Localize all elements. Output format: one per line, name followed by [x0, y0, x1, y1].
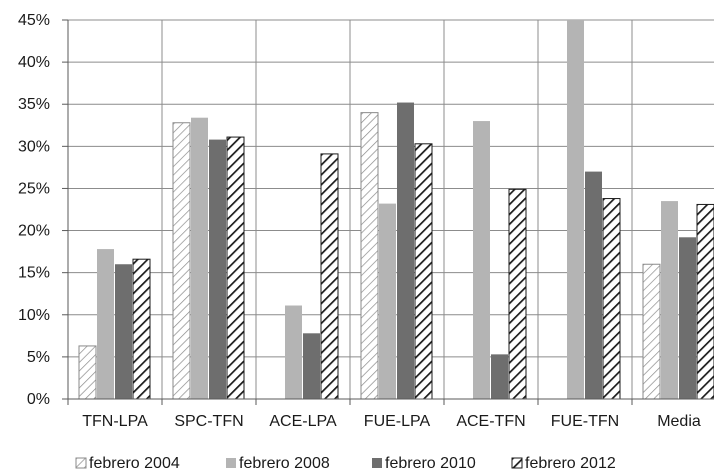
- y-tick-label: 10%: [18, 307, 50, 324]
- bar: [642, 263, 661, 400]
- bar: [491, 354, 508, 399]
- y-tick-label: 35%: [18, 96, 50, 113]
- x-tick-labels: TFN-LPA SPC-TFN ACE-LPA FUE-LPA ACE-TFN FUE-T…: [82, 413, 701, 430]
- y-tick-labels: 0% 5% 10% 15% 20% 25% 30% 35% 40% 45%: [18, 12, 50, 408]
- legend-swatch: [372, 458, 382, 468]
- bar: [132, 258, 151, 400]
- bar: [508, 188, 527, 400]
- bar: [414, 143, 433, 400]
- bar: [172, 122, 191, 400]
- x-tick-label: ACE-LPA: [269, 413, 337, 430]
- legend: febrero 2004 febrero 2008 febrero 2010 febr…: [75, 455, 616, 472]
- legend-label: febrero 2008: [239, 455, 330, 472]
- y-tick-label: 25%: [18, 180, 50, 197]
- bar: [696, 203, 714, 400]
- y-tick-label: 0%: [27, 391, 50, 408]
- legend-item: febrero 2010: [372, 455, 476, 472]
- bar: [97, 249, 114, 399]
- y-tick-label: 15%: [18, 265, 50, 282]
- bar: [285, 305, 302, 399]
- x-tick-label: ACE-TFN: [456, 413, 525, 430]
- legend-item: febrero 2012: [511, 455, 616, 472]
- bar: [585, 171, 602, 399]
- bar: [360, 112, 379, 400]
- legend-label: febrero 2004: [89, 455, 180, 472]
- bar: [320, 153, 339, 400]
- bar: [191, 117, 208, 399]
- x-tick-label: SPC-TFN: [174, 413, 243, 430]
- legend-label: febrero 2012: [525, 455, 616, 472]
- bar: [473, 121, 490, 400]
- bar: [397, 102, 414, 399]
- x-tick-label: Media: [657, 413, 701, 430]
- legend-item: febrero 2008: [226, 455, 330, 472]
- bar: [379, 203, 396, 399]
- axes: [62, 19, 714, 405]
- legend-swatch: [511, 457, 523, 469]
- y-tick-label: 40%: [18, 54, 50, 71]
- bar: [209, 139, 226, 399]
- bar: [226, 136, 245, 400]
- bar: [115, 264, 132, 399]
- legend-swatch: [226, 458, 236, 468]
- bar: [602, 198, 621, 400]
- x-tick-label: FUE-LPA: [364, 413, 431, 430]
- y-tick-label: 45%: [18, 12, 50, 29]
- legend-label: febrero 2010: [385, 455, 476, 472]
- y-tick-label: 20%: [18, 223, 50, 240]
- x-tick-label: TFN-LPA: [82, 413, 148, 430]
- bars: [78, 20, 714, 400]
- x-tick-label: FUE-TFN: [551, 413, 619, 430]
- legend-item: febrero 2004: [75, 455, 180, 472]
- legend-swatch: [75, 457, 87, 469]
- bar: [679, 237, 696, 399]
- y-tick-label: 30%: [18, 138, 50, 155]
- y-tick-label: 5%: [27, 349, 50, 366]
- bar: [78, 345, 97, 400]
- bar: [303, 333, 320, 399]
- bar: [661, 201, 678, 399]
- bar: [567, 20, 584, 399]
